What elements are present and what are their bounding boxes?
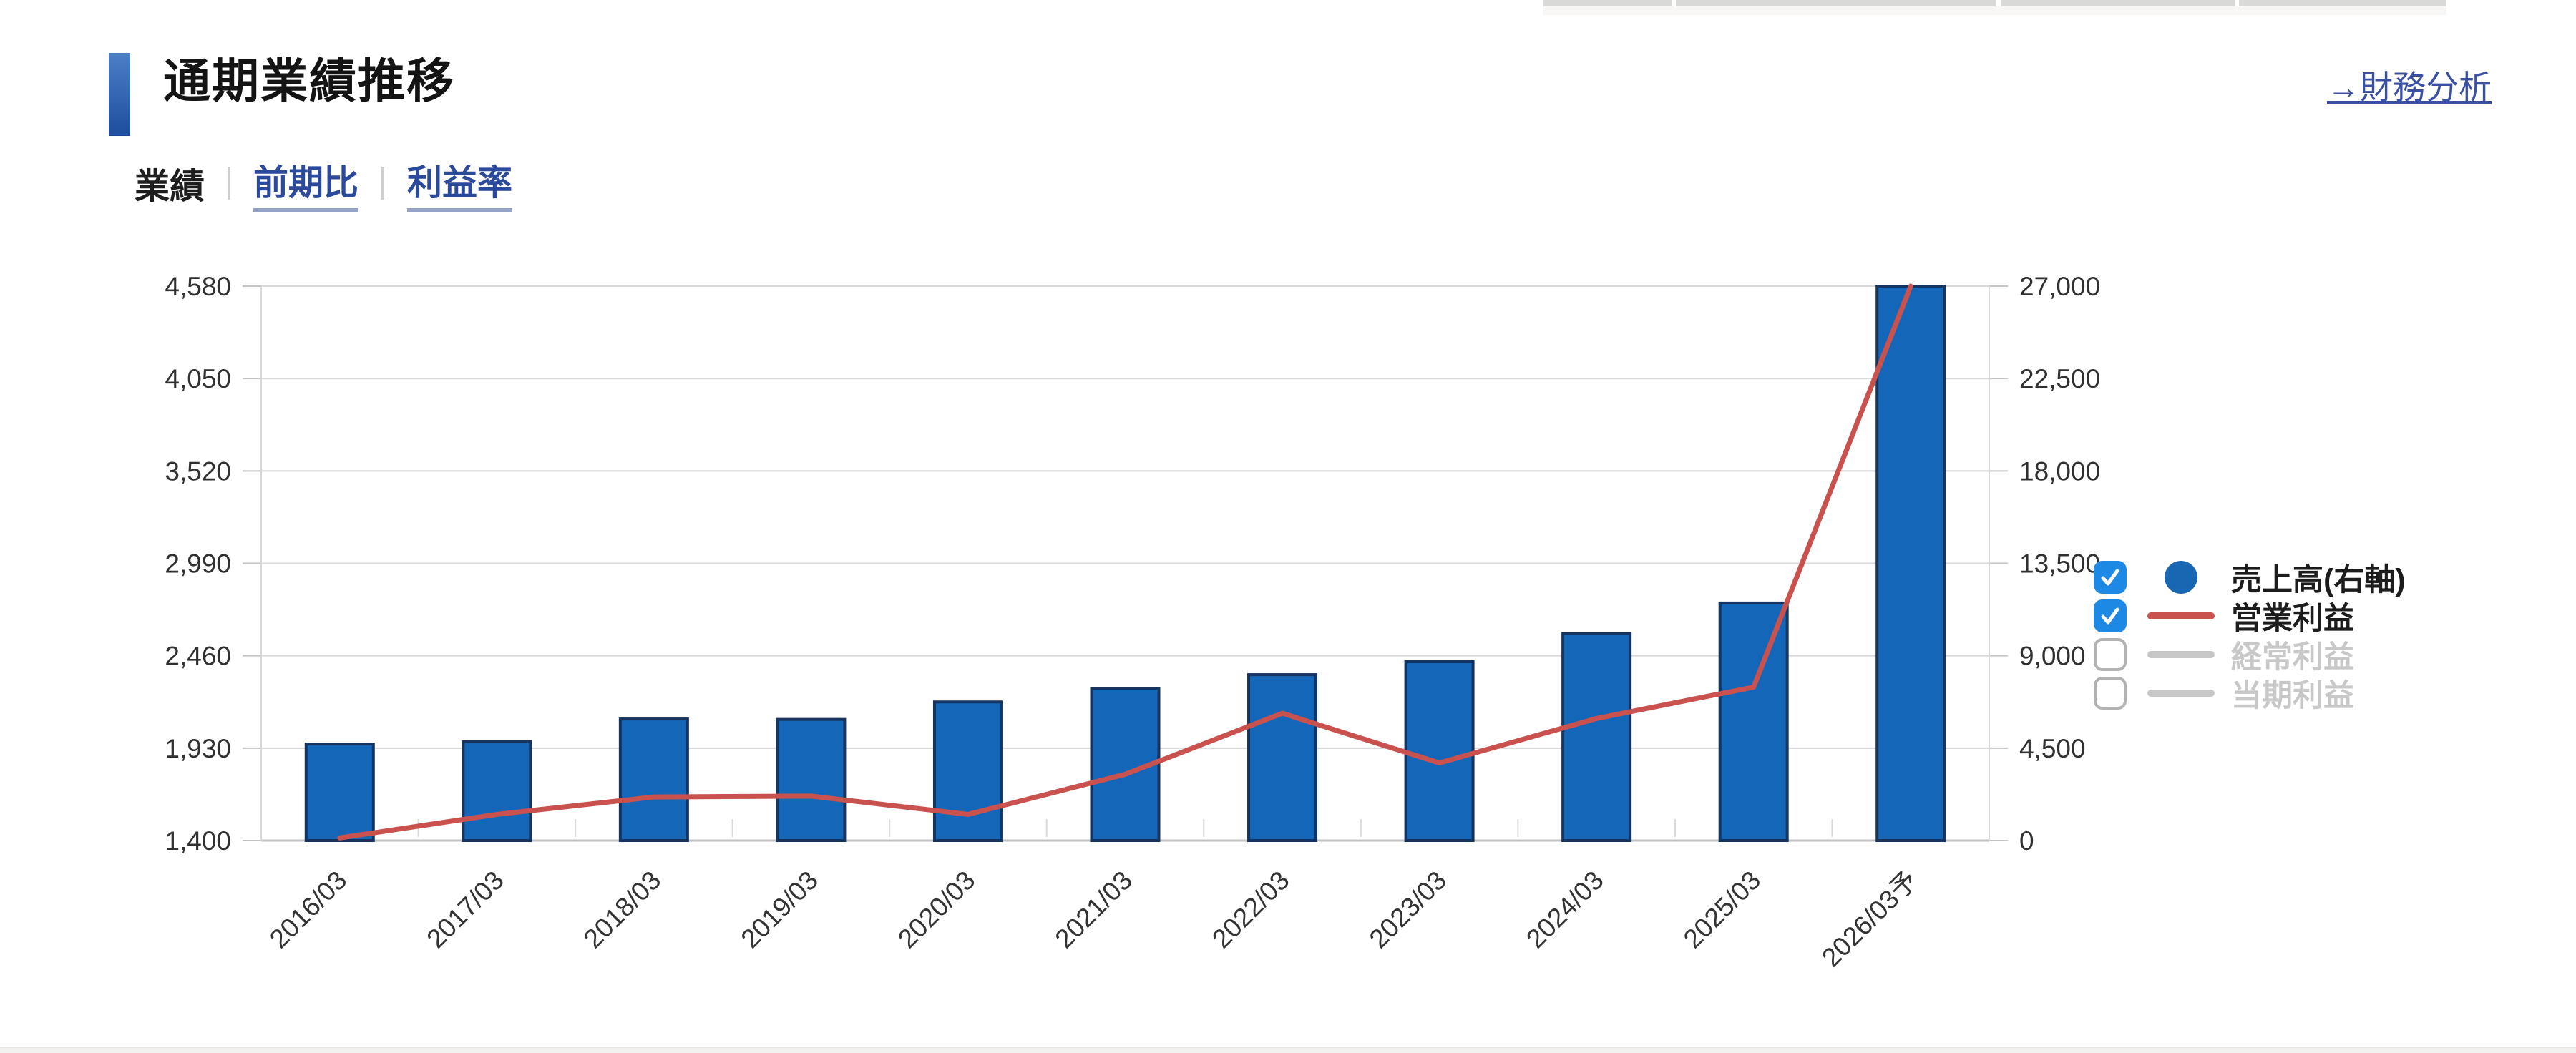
svg-text:2,990: 2,990 (165, 549, 231, 579)
bar-2019/03 (776, 717, 847, 842)
bar-2026/03予 (1875, 285, 1946, 842)
svg-text:2025/03: 2025/03 (1678, 866, 1767, 954)
series-circle-marker-icon (2144, 561, 2218, 594)
bar-2017/03 (462, 740, 532, 842)
svg-text:4,500: 4,500 (2019, 734, 2086, 763)
top-cropped-tab (1543, 0, 1672, 6)
bar-2018/03 (618, 717, 689, 843)
series-line-marker-icon (2144, 612, 2218, 619)
svg-text:0: 0 (2019, 826, 2034, 856)
legend-label[interactable]: 当期利益 (2231, 679, 2354, 713)
svg-text:1,400: 1,400 (165, 826, 231, 856)
svg-text:1,930: 1,930 (165, 734, 231, 763)
svg-text:2,460: 2,460 (165, 642, 231, 671)
svg-text:13,500: 13,500 (2019, 549, 2100, 579)
svg-text:2021/03: 2021/03 (1050, 866, 1138, 954)
chart-legend: 売上高(右軸) 営業利益経常利益当期利益 (2094, 558, 2406, 713)
svg-text:9,000: 9,000 (2019, 642, 2086, 671)
bar-2025/03 (1718, 601, 1789, 842)
checkbox-unchecked-icon[interactable] (2094, 677, 2127, 710)
top-cropped-tab (1676, 0, 1996, 6)
tab-separator (228, 167, 231, 200)
legend-label[interactable]: 営業利益 (2231, 602, 2354, 636)
svg-text:27,000: 27,000 (2019, 272, 2100, 301)
revenue-bars (304, 285, 1946, 843)
checkbox-checked-icon[interactable] (2094, 599, 2127, 632)
series-line-marker-icon (2144, 651, 2218, 658)
axis-labels: 4,580 27,000 4,050 22,500 3,520 18,000 2,990 13… (165, 272, 2100, 856)
page-title: 通期業績推移 (163, 54, 455, 107)
legend-row-0: 売上高(右軸) (2094, 558, 2406, 597)
tab-performance[interactable]: 業績 (135, 167, 205, 206)
top-strip-shadow (1543, 6, 2446, 15)
x-axis-labels: 2016/03 2017/03 2018/03 2019/03 2020/03 2021/… (264, 866, 1923, 973)
svg-text:2016/03: 2016/03 (264, 866, 353, 954)
bar-2022/03 (1247, 673, 1318, 843)
bar-2020/03 (932, 700, 1003, 842)
svg-text:4,050: 4,050 (165, 364, 231, 393)
next-section-edge (0, 1047, 2576, 1053)
legend-label[interactable]: 経常利益 (2231, 640, 2354, 675)
legend-row-2: 経常利益 (2094, 635, 2406, 675)
svg-text:22,500: 22,500 (2019, 364, 2100, 393)
svg-text:2024/03: 2024/03 (1521, 866, 1609, 954)
checkbox-checked-icon[interactable] (2094, 561, 2127, 594)
legend-label[interactable]: 売上高(右軸) (2231, 563, 2406, 597)
bar-2016/03 (304, 743, 375, 843)
financial-analysis-link[interactable]: →財務分析 (2327, 69, 2492, 106)
top-cropped-tab (2239, 0, 2446, 6)
tab-separator (381, 167, 385, 200)
svg-text:2019/03: 2019/03 (735, 866, 824, 954)
svg-text:2017/03: 2017/03 (421, 866, 509, 954)
svg-text:2018/03: 2018/03 (578, 866, 667, 954)
svg-text:2022/03: 2022/03 (1206, 866, 1295, 954)
svg-text:2020/03: 2020/03 (892, 866, 981, 954)
tab-profit-margin[interactable]: 利益率 (407, 155, 513, 212)
svg-text:2026/03予: 2026/03予 (1816, 866, 1923, 973)
bar-2024/03 (1561, 632, 1632, 842)
svg-text:3,520: 3,520 (165, 456, 231, 486)
svg-text:18,000: 18,000 (2019, 456, 2100, 486)
title-marker-bar (109, 53, 130, 136)
svg-text:2023/03: 2023/03 (1364, 866, 1453, 954)
legend-row-1: 営業利益 (2094, 597, 2406, 636)
checkbox-unchecked-icon[interactable] (2094, 638, 2127, 671)
chart-mode-tabs: 業績 前期比 利益率 (135, 155, 513, 212)
tab-yoy-change[interactable]: 前期比 (253, 155, 359, 212)
bar-2023/03 (1404, 660, 1475, 842)
svg-text:4,580: 4,580 (165, 272, 231, 301)
series-line-marker-icon (2144, 690, 2218, 697)
top-cropped-tab (2001, 0, 2235, 6)
legend-row-3: 当期利益 (2094, 674, 2406, 713)
operating-profit-line (337, 283, 1913, 841)
